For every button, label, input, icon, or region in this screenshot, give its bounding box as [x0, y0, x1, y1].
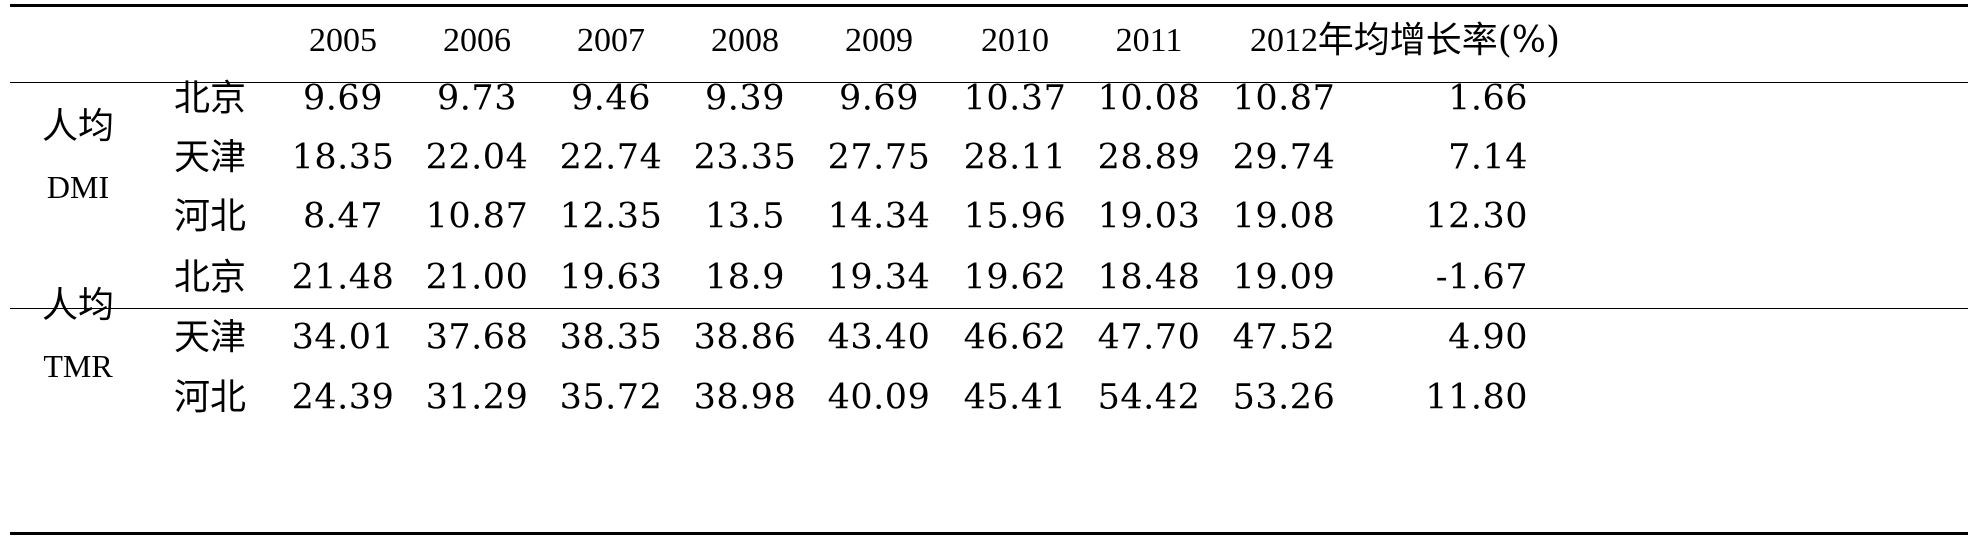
table-cell: 28.11: [963, 137, 1067, 178]
region-label: 河北: [173, 377, 247, 418]
table-cell: 18.48: [1097, 257, 1201, 298]
table-cell: 14.34: [827, 196, 931, 237]
group-label-line2: DMI: [46, 169, 110, 205]
table-cell: 37.68: [425, 317, 529, 358]
table-cell: 19.03: [1097, 196, 1201, 237]
table-cell: 34.01: [291, 317, 395, 358]
table-cell: 19.08: [1232, 196, 1336, 237]
column-header: 2006: [443, 22, 511, 59]
table-top-rule: [10, 4, 1968, 7]
table-cell: 21.00: [425, 257, 529, 298]
group-label: 人均 DMI: [42, 97, 114, 217]
table-cell-growth-rate: 7.14: [1448, 137, 1528, 178]
table-cell: 10.08: [1097, 78, 1201, 119]
group-label-line2: TMR: [43, 348, 113, 384]
column-header: 2011: [1115, 22, 1183, 59]
table-cell-growth-rate: 12.30: [1425, 196, 1528, 237]
table-cell-growth-rate: -1.67: [1435, 257, 1528, 298]
table-cell: 9.46: [571, 78, 651, 119]
table-cell: 22.74: [559, 137, 663, 178]
group-label-line1: 人均: [41, 106, 115, 147]
table-cell: 10.87: [425, 196, 529, 237]
table-cell: 13.5: [705, 196, 785, 237]
table-cell: 19.63: [559, 257, 663, 298]
table-cell: 18.35: [291, 137, 395, 178]
column-header-growth-rate: 年均增长率(%): [1317, 20, 1560, 61]
table-cell: 35.72: [559, 377, 663, 418]
table-cell: 38.86: [693, 317, 797, 358]
table-cell-growth-rate: 4.90: [1448, 317, 1528, 358]
table-cell: 28.89: [1097, 137, 1201, 178]
region-label: 天津: [173, 137, 247, 178]
table-cell: 21.48: [291, 257, 395, 298]
table-cell: 31.29: [425, 377, 529, 418]
column-header: 2008: [711, 22, 779, 59]
region-label: 河北: [173, 196, 247, 237]
table-cell: 19.09: [1232, 257, 1336, 298]
table-cell: 38.98: [693, 377, 797, 418]
table-cell: 38.35: [559, 317, 663, 358]
table-cell: 43.40: [827, 317, 931, 358]
group-label-line1: 人均: [41, 285, 115, 326]
table-cell: 15.96: [963, 196, 1067, 237]
table-cell: 22.04: [425, 137, 529, 178]
table-cell: 53.26: [1232, 377, 1336, 418]
table-cell-growth-rate: 11.80: [1425, 377, 1528, 418]
table-bottom-rule: [10, 532, 1968, 535]
table-cell: 9.69: [303, 78, 383, 119]
group-divider-rule: [10, 308, 1968, 309]
region-label: 天津: [173, 317, 247, 358]
table-cell: 9.69: [839, 78, 919, 119]
table-cell: 46.62: [963, 317, 1067, 358]
table-cell: 8.47: [303, 196, 383, 237]
table-cell: 47.52: [1232, 317, 1336, 358]
region-label: 北京: [173, 257, 247, 298]
table-cell: 27.75: [827, 137, 931, 178]
table-cell: 10.87: [1232, 78, 1336, 119]
table-cell: 10.37: [963, 78, 1067, 119]
table-cell: 45.41: [963, 377, 1067, 418]
table-cell: 40.09: [827, 377, 931, 418]
column-header: 2007: [577, 22, 645, 59]
table-cell: 19.34: [827, 257, 931, 298]
table-cell: 9.39: [705, 78, 785, 119]
table-cell: 54.42: [1097, 377, 1201, 418]
header-rule: [10, 82, 1968, 83]
table-cell: 47.70: [1097, 317, 1201, 358]
table-cell: 9.73: [437, 78, 517, 119]
column-header: 2012: [1250, 22, 1318, 59]
region-label: 北京: [173, 78, 247, 119]
table-cell: 23.35: [693, 137, 797, 178]
table-cell: 19.62: [963, 257, 1067, 298]
column-header: 2005: [309, 22, 377, 59]
table-cell-growth-rate: 1.66: [1448, 78, 1528, 119]
table-cell: 18.9: [705, 257, 785, 298]
table-cell: 12.35: [559, 196, 663, 237]
table-cell: 24.39: [291, 377, 395, 418]
column-header: 2009: [845, 22, 913, 59]
group-label: 人均 TMR: [42, 276, 114, 396]
column-header: 2010: [981, 22, 1049, 59]
table-cell: 29.74: [1232, 137, 1336, 178]
